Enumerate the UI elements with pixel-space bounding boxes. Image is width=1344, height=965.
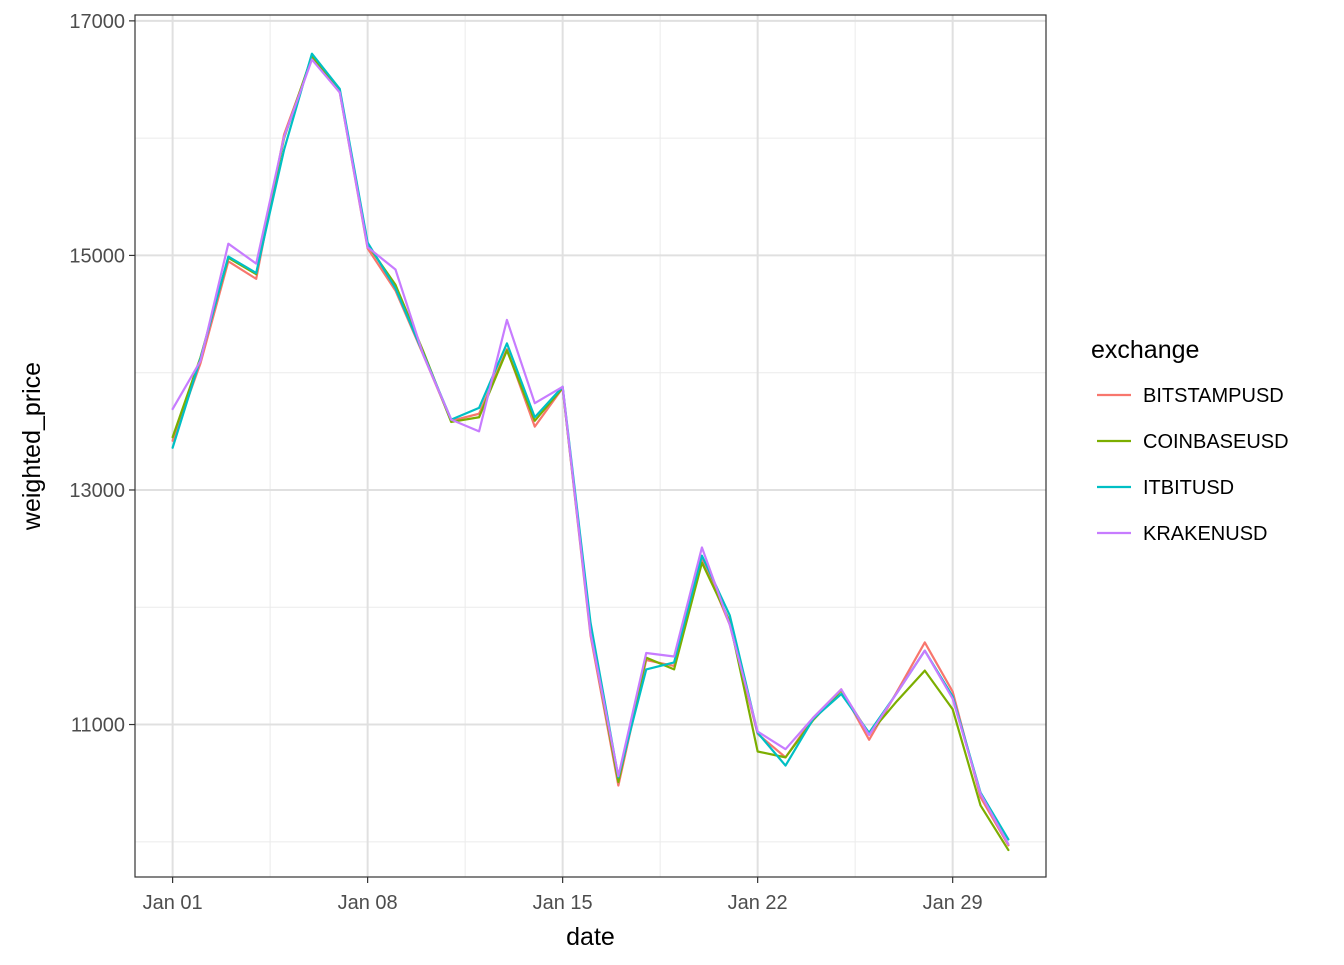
legend-label-bitstampusd: BITSTAMPUSD [1143, 385, 1284, 407]
x-tick-label: Jan 15 [533, 892, 593, 914]
legend-label-itbitusd: ITBITUSD [1143, 477, 1234, 499]
series-line-itbitusd [171, 52, 1010, 841]
legend: exchange BITSTAMPUSD COINBASEUSD ITBITUSD K… [1091, 336, 1289, 545]
x-axis-title: date [566, 923, 615, 951]
y-tick-label: 11000 [71, 715, 125, 737]
series-line-krakenusd [171, 58, 1010, 846]
plot-panel [135, 15, 1046, 877]
x-tick-label: Jan 22 [728, 892, 788, 914]
legend-title: exchange [1091, 336, 1199, 364]
y-axis-title: weighted_price [18, 362, 46, 531]
legend-label-coinbaseusd: COINBASEUSD [1143, 431, 1289, 453]
axes: 11000 13000 15000 17000 Jan 01 Jan 08 Jan 15 Ja… [69, 11, 982, 914]
plot-border [134, 14, 1047, 878]
y-tick-label: 15000 [69, 245, 125, 267]
legend-label-krakenusd: KRAKENUSD [1143, 523, 1267, 545]
x-tick-label: Jan 29 [923, 892, 983, 914]
x-tick-label: Jan 08 [338, 892, 398, 914]
series-lines [171, 52, 1010, 852]
x-tick-label: Jan 01 [143, 892, 203, 914]
y-tick-label: 17000 [69, 11, 125, 33]
y-tick-label: 13000 [69, 480, 125, 502]
